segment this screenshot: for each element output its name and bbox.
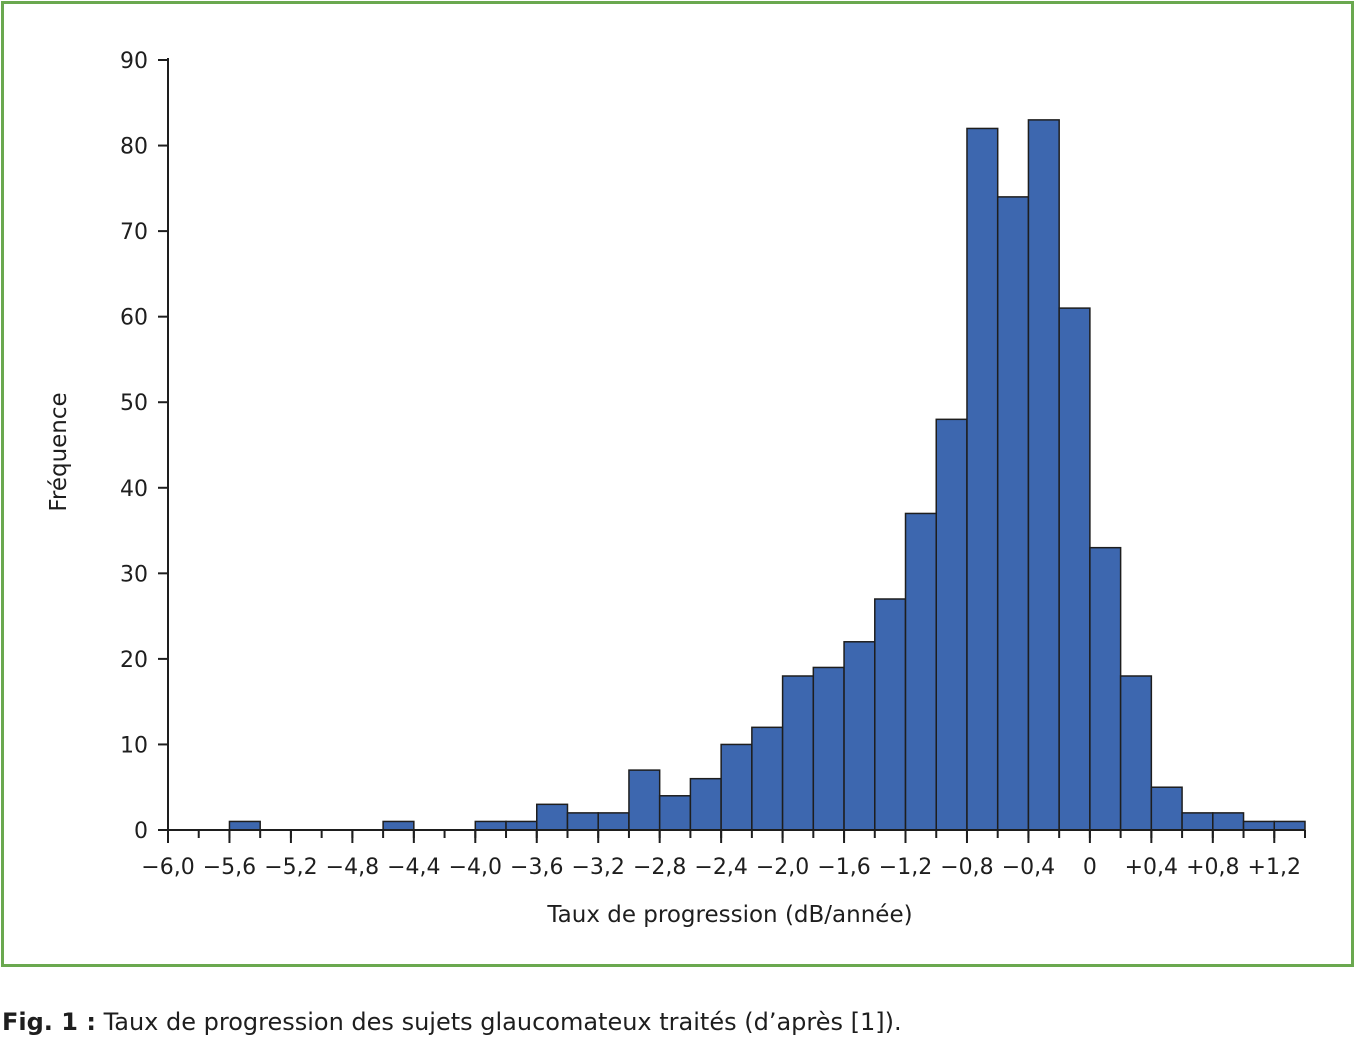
x-tick-label: −1,2 [879,855,932,880]
x-tick-label: −1,6 [817,855,870,880]
histogram-bar [505,820,538,831]
histogram-bar [474,820,507,831]
histogram-bar [781,675,815,831]
histogram-bar [1242,820,1276,831]
histogram-bar [1273,820,1306,831]
x-tick-label: −6,0 [141,855,194,880]
y-tick-label: 50 [120,391,148,416]
histogram-bar [536,803,569,831]
histogram-bar [874,598,907,831]
x-tick-label: −4,0 [449,855,502,880]
histogram-bar [1119,675,1153,831]
histogram-bar [935,418,968,831]
histogram-bar [1181,812,1214,831]
bars-group [228,119,1306,831]
histogram-bar [1058,307,1091,831]
y-tick-label: 70 [120,220,148,245]
histogram-bar [996,196,1030,831]
x-tick-label: −4,4 [387,855,440,880]
x-tick-label: −5,6 [203,855,256,880]
histogram-bar [751,726,784,831]
y-tick-label: 20 [120,648,148,673]
y-axis-title: Fréquence [46,392,72,511]
histogram-bar [628,769,661,831]
x-tick-label: −2,8 [633,855,686,880]
histogram-bar [720,743,753,831]
x-tick-label: −2,0 [756,855,809,880]
x-tick-label: −2,4 [694,855,747,880]
y-tick-label: 80 [120,135,148,160]
histogram-bar [566,812,599,831]
histogram-bar [843,641,876,831]
x-tick-label: +0,8 [1186,855,1239,880]
histogram-bar [966,127,999,831]
x-axis-title: Taux de progression (dB/année) [546,902,912,928]
caption-text: Taux de progression des sujets glaucomat… [95,1008,902,1036]
histogram-bar [1089,546,1122,831]
figure-caption: Fig. 1 : Taux de progression des sujets … [2,1008,902,1036]
x-tick-label: −3,6 [510,855,563,880]
histogram-bar [689,777,722,831]
x-tick-label: −0,8 [940,855,993,880]
y-tick-label: 40 [120,477,148,502]
histogram-bar [382,820,415,831]
x-tick-label: −4,8 [326,855,379,880]
x-tick-label: +1,2 [1248,855,1301,880]
histogram-bar [812,666,845,831]
caption-label: Fig. 1 : [2,1008,96,1036]
x-tick-label: −3,2 [572,855,625,880]
histogram-bar [1027,119,1060,831]
histogram-bar [228,820,261,831]
x-tick-label: −0,4 [1002,855,1055,880]
histogram-bar [597,812,630,831]
histogram-bar [904,512,937,831]
histogram-bar [1212,812,1245,831]
figure-frame [1,1,1354,967]
y-tick-label: 30 [120,562,148,587]
y-tick-label: 10 [120,733,148,758]
y-tick-label: 90 [120,49,148,74]
y-tick-label: 0 [134,819,148,844]
histogram-bar [1150,786,1183,831]
x-tick-label: −5,2 [264,855,317,880]
y-tick-label: 60 [120,306,148,331]
x-tick-label: 0 [1083,855,1097,880]
histogram-bar [658,795,692,831]
x-tick-label: +0,4 [1125,855,1178,880]
